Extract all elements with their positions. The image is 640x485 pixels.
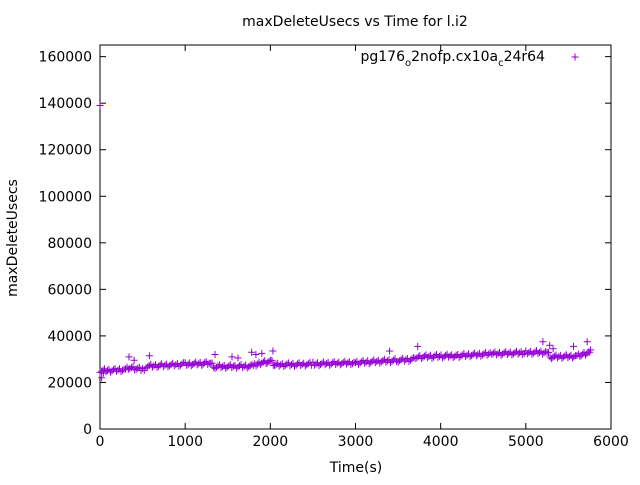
- data-point: [265, 357, 273, 365]
- data-point-outlier: [125, 353, 133, 361]
- x-tick-label: 4000: [423, 434, 459, 450]
- chart-title: maxDeleteUsecs vs Time for l.i2: [242, 14, 468, 30]
- legend-label-part: pg176: [360, 49, 405, 65]
- data-point: [204, 360, 212, 368]
- legend-label-part: 2nofp.cx10a: [411, 49, 498, 65]
- x-tick-label: 6000: [593, 434, 629, 450]
- data-point-outlier: [248, 348, 256, 356]
- data-point-outlier: [234, 354, 242, 362]
- data-point: [216, 361, 224, 369]
- data-point: [268, 357, 276, 365]
- data-point-outlier: [539, 338, 547, 346]
- x-axis-label: Time(s): [329, 460, 382, 476]
- data-point: [267, 356, 275, 364]
- data-point: [208, 359, 216, 367]
- plot-border: [99, 44, 612, 430]
- data-point: [390, 356, 397, 364]
- x-axis-ticks: 0 1000 2000 3000 4000 5000 6000: [96, 45, 629, 450]
- data-point-outlier: [96, 102, 104, 109]
- data-point: [131, 366, 139, 374]
- data-point: [132, 365, 140, 373]
- y-tick-label: 60000: [47, 282, 92, 298]
- data-point-outlier: [211, 351, 219, 358]
- x-tick-label: 5000: [508, 434, 544, 450]
- data-point-outlier: [570, 342, 577, 350]
- data-point-outlier: [587, 346, 595, 354]
- y-tick-label: 100000: [39, 189, 92, 205]
- x-tick-label: 3000: [338, 434, 374, 450]
- data-point: [350, 358, 358, 366]
- data-points: [96, 102, 595, 382]
- legend-label-subscript: c: [498, 58, 504, 69]
- y-tick-label: 0: [83, 422, 92, 438]
- data-point-outlier: [269, 347, 277, 355]
- data-point-outlier: [145, 352, 153, 360]
- x-tick-label: 0: [96, 434, 105, 450]
- data-point: [545, 349, 552, 357]
- data-point: [519, 351, 527, 358]
- y-tick-label: 120000: [39, 143, 92, 159]
- x-tick-label: 1000: [167, 434, 203, 450]
- data-point: [451, 352, 459, 360]
- data-point: [135, 363, 143, 371]
- data-point: [236, 362, 243, 370]
- y-tick-label: 140000: [39, 96, 92, 112]
- data-point-outlier: [258, 349, 266, 357]
- x-tick-label: 2000: [253, 434, 289, 450]
- data-point: [304, 360, 312, 368]
- y-tick-label: 160000: [39, 50, 92, 66]
- data-point: [124, 365, 132, 373]
- y-axis-ticks: 0 20000 40000 60000 80000 100000 120000 140000 1…: [39, 50, 611, 438]
- legend-marker: [571, 53, 579, 61]
- data-point-outlier: [546, 341, 554, 349]
- data-point: [349, 359, 356, 367]
- data-point: [570, 353, 578, 361]
- data-point-outlier: [549, 345, 557, 353]
- y-tick-label: 80000: [47, 236, 92, 252]
- data-point-outlier: [98, 374, 106, 382]
- legend-label: pg176o2nofp.cx10ac24r64: [360, 49, 545, 69]
- data-point: [259, 358, 267, 366]
- legend-label-subscript: o: [405, 58, 411, 69]
- data-point: [411, 355, 419, 363]
- y-axis-label: maxDeleteUsecs: [5, 179, 21, 297]
- data-point: [139, 365, 147, 372]
- data-point-outlier: [583, 338, 591, 346]
- plot-frame: [99, 44, 612, 430]
- data-point-outlier: [99, 369, 107, 377]
- data-point-outlier: [252, 351, 260, 358]
- data-point: [126, 365, 134, 372]
- data-point: [252, 362, 260, 370]
- legend: pg176o2nofp.cx10ac24r64: [360, 49, 579, 69]
- data-point: [261, 357, 269, 365]
- data-point: [178, 360, 186, 368]
- y-tick-label: 40000: [47, 329, 92, 345]
- data-point-outlier: [228, 353, 236, 361]
- data-point: [119, 366, 126, 374]
- data-point-outlier: [386, 347, 394, 355]
- data-point: [219, 363, 227, 370]
- data-point-outlier: [130, 356, 138, 364]
- legend-label-part: 24r64: [504, 49, 545, 65]
- data-point-outlier: [414, 342, 422, 350]
- y-tick-label: 20000: [47, 375, 92, 391]
